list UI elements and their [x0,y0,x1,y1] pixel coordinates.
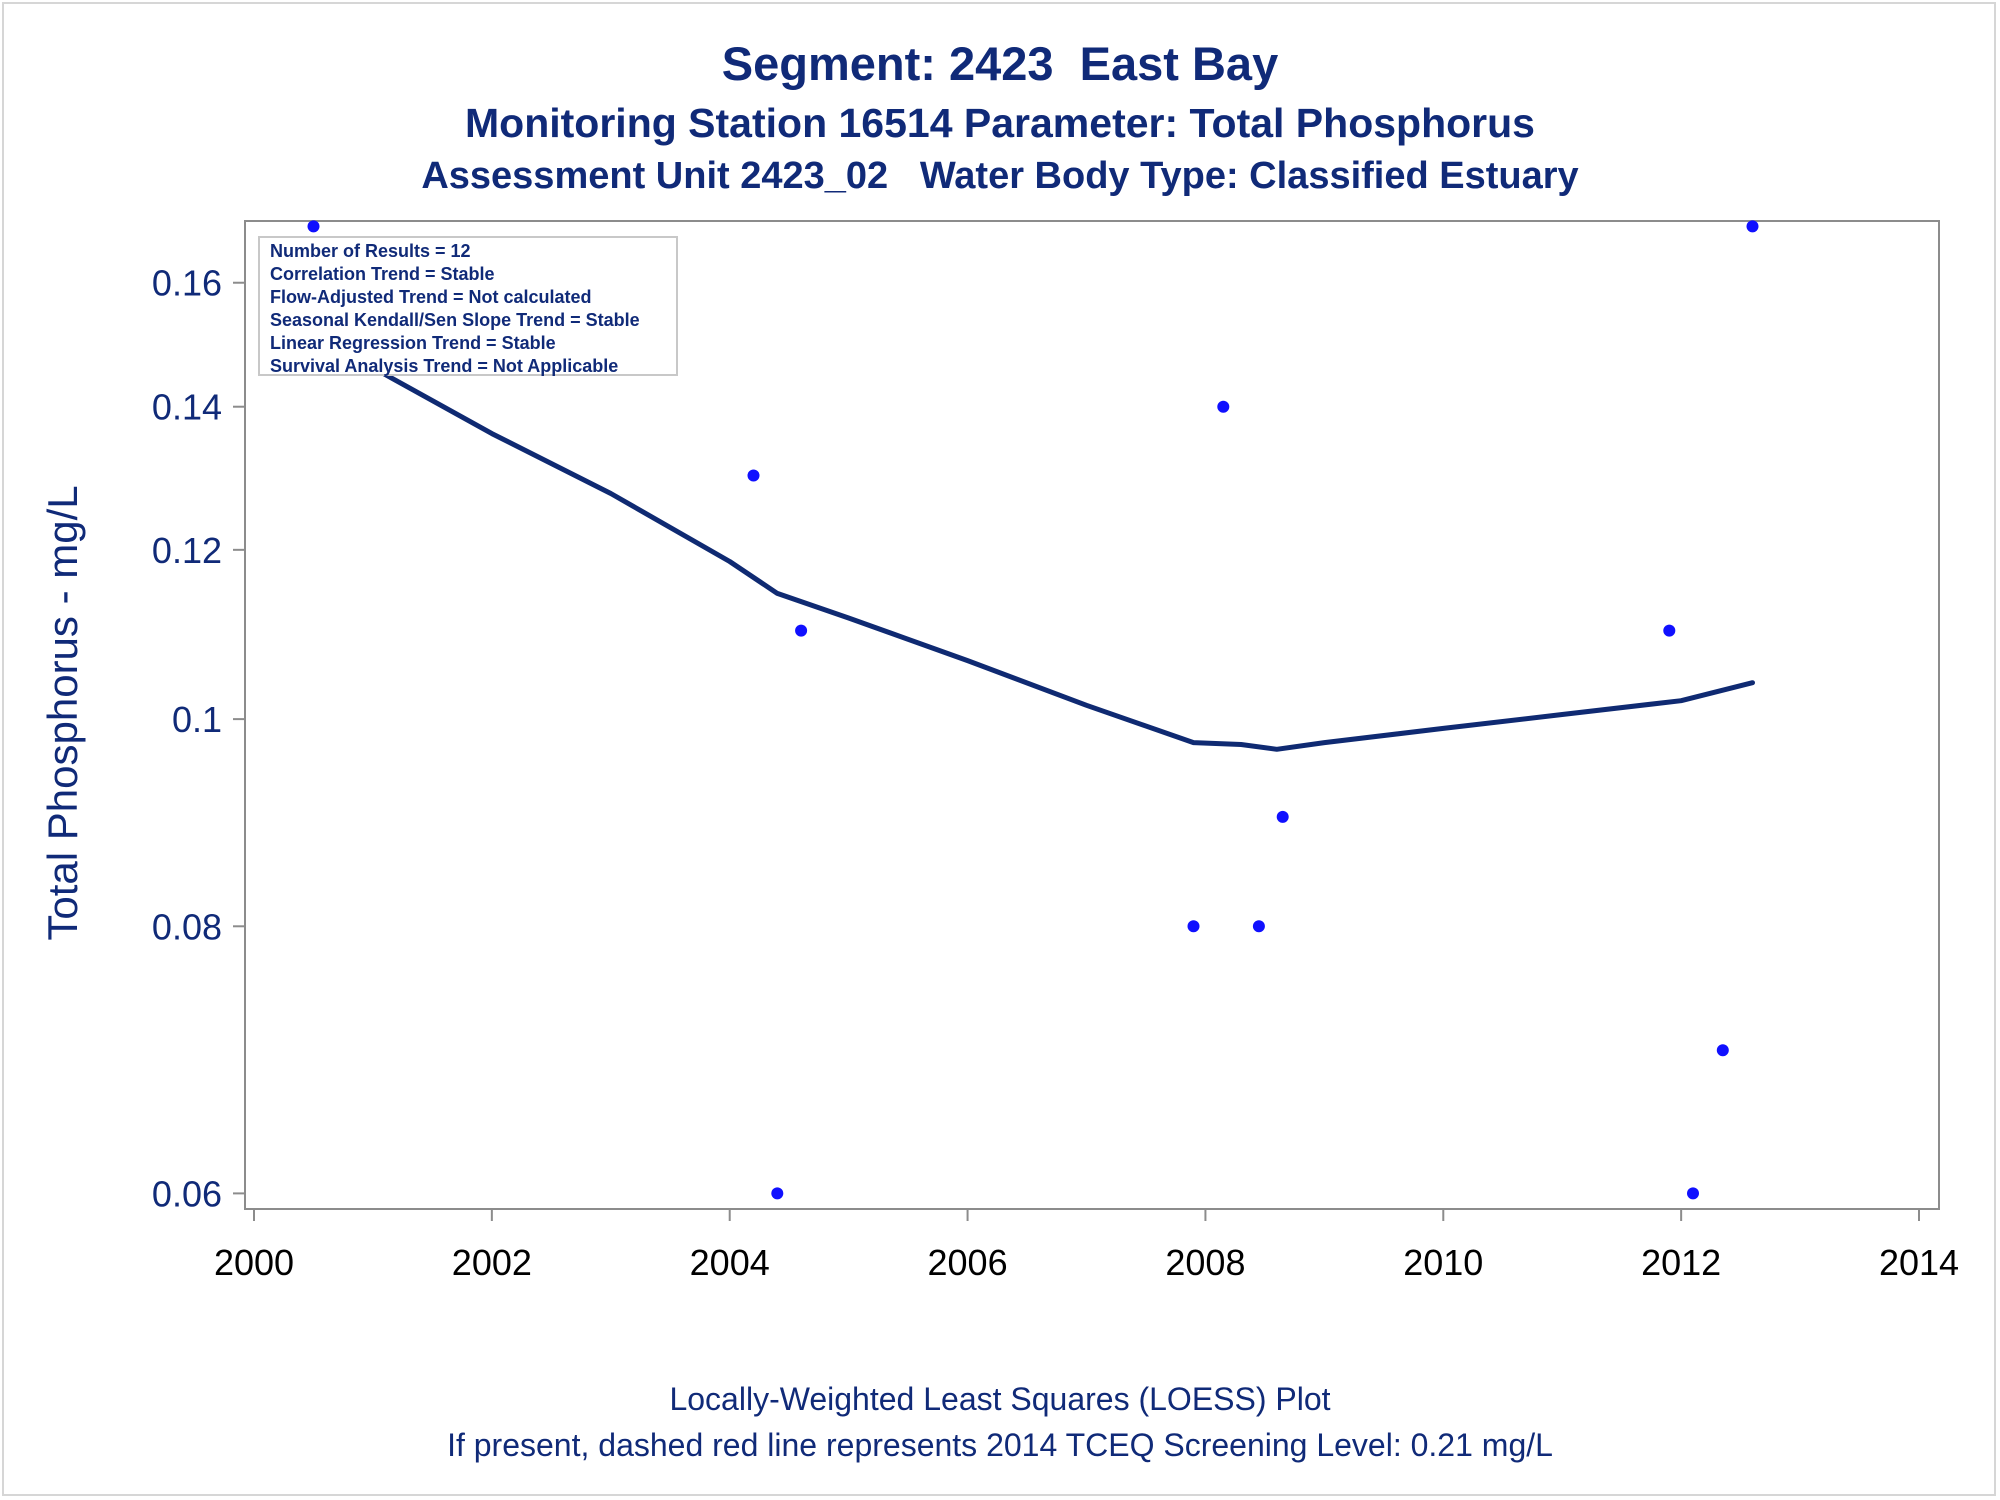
data-point [1217,400,1230,413]
loess-series [311,340,1755,752]
x-axis: 2000 2002 2004 2006 2008 2010 2012 2014 [214,1209,1959,1283]
stat-linear-regression-trend: Linear Regression Trend = Stable [270,333,556,353]
chart-subtitle-assessment: Assessment Unit 2423_02 Water Body Type:… [421,155,1579,197]
data-point [307,220,320,233]
data-point [1663,624,1676,637]
footnote-plot-type: Locally-Weighted Least Squares (LOESS) P… [669,1381,1331,1417]
data-point [1716,1044,1729,1057]
data-point [1187,920,1200,933]
data-point [771,1187,784,1200]
x-tick-label: 2012 [1641,1242,1721,1283]
x-tick-label: 2002 [452,1242,532,1283]
x-tick-label: 2008 [1165,1242,1245,1283]
x-tick-label: 2010 [1403,1242,1483,1283]
y-tick-label: 0.1 [172,699,222,740]
loess-line [311,340,1755,752]
data-point [795,624,808,637]
data-point [1746,220,1759,233]
x-tick-label: 2014 [1879,1242,1959,1283]
stat-survival-analysis-trend: Survival Analysis Trend = Not Applicable [270,356,619,376]
chart-title: Segment: 2423 East Bay [721,37,1279,90]
chart-subtitle-station: Monitoring Station 16514 Parameter: Tota… [465,100,1535,146]
scatter-series [307,220,1759,1200]
stat-correlation-trend: Correlation Trend = Stable [270,264,495,284]
data-point [747,469,760,482]
plot-area [244,220,1940,1210]
x-tick-label: 2000 [214,1242,294,1283]
y-tick-label: 0.06 [152,1173,222,1214]
y-tick-label: 0.08 [152,906,222,947]
data-point [1252,920,1265,933]
x-tick-label: 2006 [928,1242,1008,1283]
stat-seasonal-kendall-trend: Seasonal Kendall/Sen Slope Trend = Stabl… [270,310,640,330]
stat-number-of-results: Number of Results = 12 [270,241,471,261]
data-point [1687,1187,1699,1200]
y-tick-label: 0.14 [152,387,222,428]
x-tick-label: 2004 [690,1242,770,1283]
stat-flow-adjusted-trend: Flow-Adjusted Trend = Not calculated [270,287,592,307]
y-tick-label: 0.12 [152,530,222,571]
footnote-screening-level: If present, dashed red line represents 2… [447,1427,1553,1463]
trend-summary-box: Number of Results = 12 Correlation Trend… [258,236,678,376]
y-axis: 0.06 0.08 0.1 0.12 0.14 0.16 [152,263,245,1214]
y-tick-label: 0.16 [152,263,222,304]
data-point [1276,810,1289,823]
